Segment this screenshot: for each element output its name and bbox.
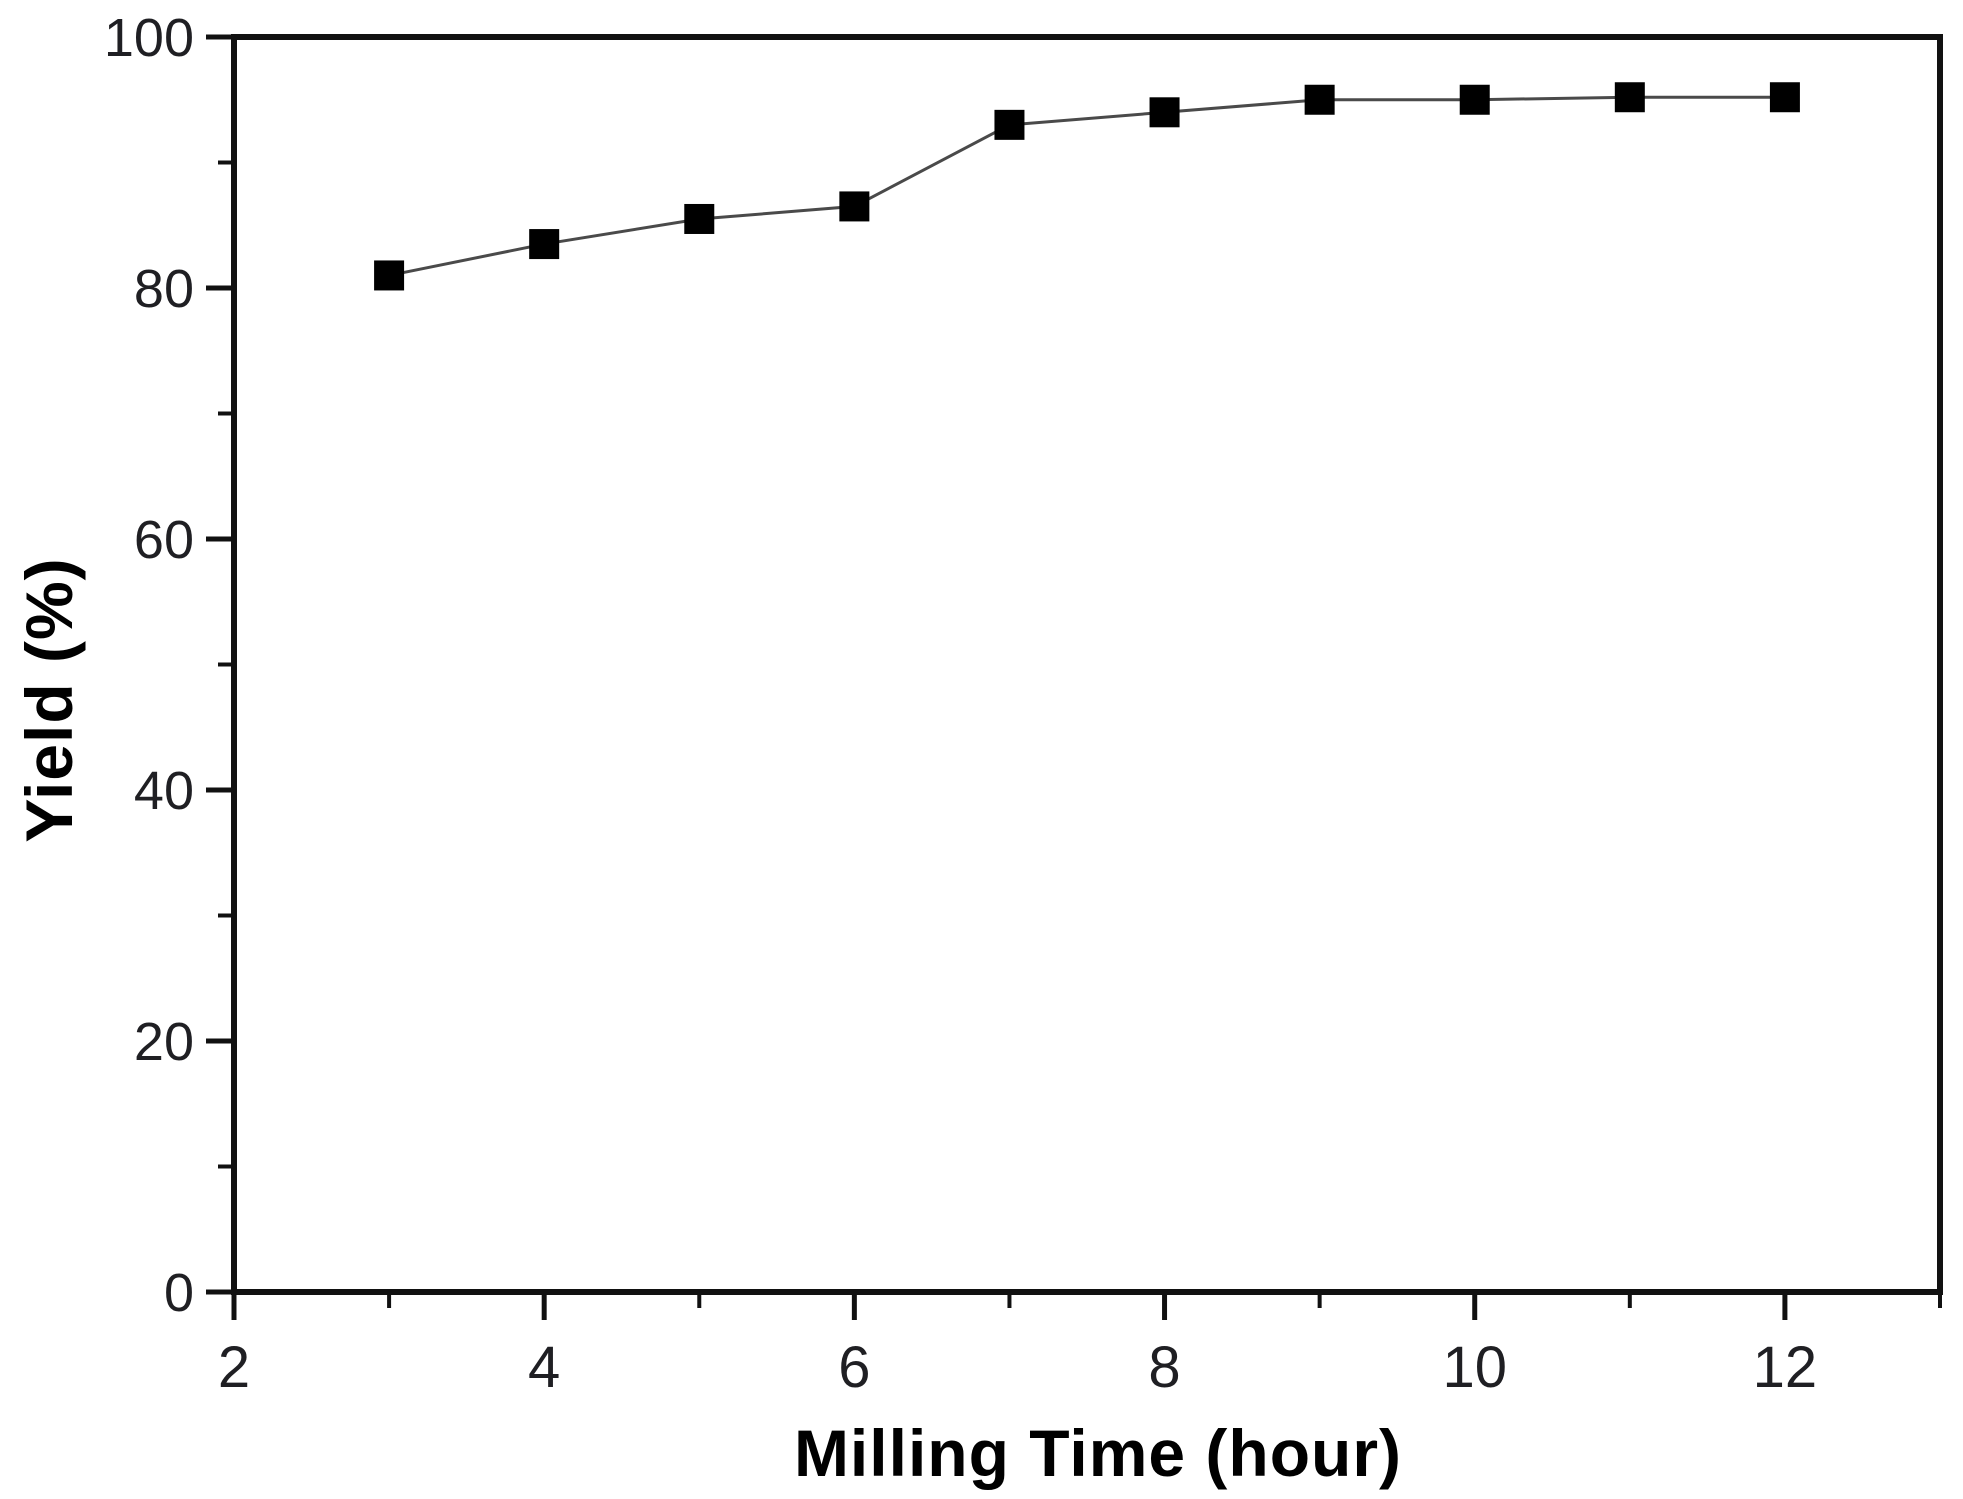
x-tick-label: 12	[1753, 1335, 1818, 1400]
y-tick-label: 40	[134, 761, 194, 821]
data-point-marker	[374, 260, 405, 291]
data-point-marker	[839, 191, 870, 222]
x-tick-label: 2	[218, 1335, 250, 1400]
data-point-marker	[1304, 84, 1335, 115]
x-tick-label: 6	[838, 1335, 870, 1400]
data-point-marker	[994, 109, 1025, 140]
y-tick-label: 60	[134, 510, 194, 570]
plot-frame	[231, 34, 1943, 1295]
plot-area	[234, 37, 1940, 1292]
plot-layer: 2 4 6 8 10 12 0 20 40 60 80 100	[104, 8, 1943, 1400]
data-point-marker	[684, 203, 715, 234]
y-tick-label: 80	[134, 259, 194, 319]
y-tick-label: 0	[164, 1263, 194, 1323]
x-tick-label: 4	[528, 1335, 560, 1400]
data-point-marker	[1614, 82, 1645, 113]
series-line	[388, 95, 1785, 277]
y-tick-label: 20	[134, 1012, 194, 1072]
data-point-marker	[529, 229, 560, 260]
x-tick-label: 10	[1442, 1335, 1507, 1400]
y-axis-title: Yield (%)	[12, 557, 86, 842]
data-point-marker	[1459, 84, 1490, 115]
x-axis-title: Milling Time (hour)	[794, 1416, 1402, 1490]
y-tick-label: 100	[104, 8, 194, 68]
x-tick-label: 8	[1148, 1335, 1180, 1400]
data-point-marker	[1149, 97, 1180, 128]
data-point-marker	[1769, 82, 1800, 113]
